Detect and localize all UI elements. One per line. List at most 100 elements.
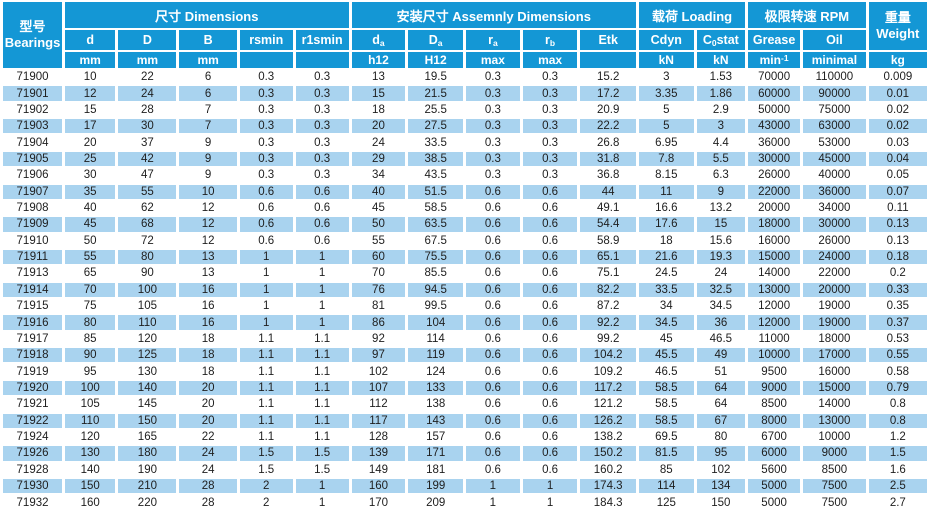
col-header-d: d — [65, 30, 116, 50]
cell: 19000 — [803, 299, 866, 314]
cell: 104 — [408, 315, 463, 330]
cell: 92 — [351, 331, 406, 347]
cell: 0.6 — [465, 217, 520, 232]
cell: 1.5 — [295, 446, 349, 461]
cell: 75 — [65, 299, 116, 314]
cell: 22000 — [803, 266, 866, 281]
cell: 76 — [351, 282, 406, 298]
bearing-model: 71914 — [3, 282, 63, 298]
cell: 33.5 — [408, 135, 463, 150]
cell: 1 — [239, 282, 293, 298]
cell: 20 — [179, 397, 237, 412]
cell: 9 — [696, 184, 746, 199]
cell: 58.5 — [638, 413, 694, 428]
cell: 1.2 — [868, 429, 927, 445]
cell: 2.5 — [868, 478, 927, 494]
cell: 31.8 — [580, 151, 636, 167]
unit-etk — [580, 52, 636, 68]
cell: 9000 — [803, 446, 866, 461]
cell: 18 — [638, 233, 694, 248]
table-row: 71907 35 55 10 0.6 0.6 40 51.5 0.6 0.6 44 11 9 22000 3… — [3, 184, 927, 199]
cell: 60 — [351, 249, 406, 265]
cell: 18 — [179, 331, 237, 347]
cell: 199 — [408, 478, 463, 494]
cell: 0.6 — [522, 184, 578, 199]
cell: 0.6 — [522, 380, 578, 396]
cell: 0.35 — [868, 299, 927, 314]
cell: 45 — [351, 200, 406, 216]
cell: 3 — [696, 119, 746, 134]
cell: 0.6 — [522, 462, 578, 477]
cell: 11000 — [748, 331, 801, 347]
col-header-rb: rb — [522, 30, 578, 50]
cell: 0.6 — [522, 364, 578, 379]
cell: 110 — [118, 315, 177, 330]
cell: 90000 — [803, 86, 866, 101]
cell: 0.3 — [522, 151, 578, 167]
cell: 1.1 — [295, 348, 349, 363]
cell: 2 — [239, 478, 293, 494]
cell: 49 — [696, 348, 746, 363]
cell: 67.5 — [408, 233, 463, 248]
cell: 0.3 — [239, 135, 293, 150]
cell: 40 — [351, 184, 406, 199]
cell: 46.5 — [638, 364, 694, 379]
cell: 160 — [351, 478, 406, 494]
cell: 68 — [118, 217, 177, 232]
col-header-B: B — [179, 30, 237, 50]
cell: 0.37 — [868, 315, 927, 330]
cell: 80 — [65, 315, 116, 330]
cell: 150 — [65, 478, 116, 494]
cell: 8000 — [748, 413, 801, 428]
cell: 30000 — [803, 217, 866, 232]
cell: 1.1 — [295, 364, 349, 379]
cell: 12 — [179, 200, 237, 216]
cell: 5000 — [748, 495, 801, 510]
cell: 90 — [65, 348, 116, 363]
bearing-model: 71924 — [3, 429, 63, 445]
cell: 40 — [65, 200, 116, 216]
cell: 150 — [118, 413, 177, 428]
cell: 5 — [638, 119, 694, 134]
weight-label-en: Weight — [876, 26, 920, 41]
cell: 1 — [239, 266, 293, 281]
cell: 0.8 — [868, 413, 927, 428]
cell: 12 — [179, 217, 237, 232]
cell: 6 — [179, 70, 237, 85]
cell: 47 — [118, 168, 177, 183]
cell: 70 — [351, 266, 406, 281]
cell: 0.79 — [868, 380, 927, 396]
cell: 0.11 — [868, 200, 927, 216]
bearing-model: 71910 — [3, 233, 63, 248]
cell: 110 — [65, 413, 116, 428]
cell: 18 — [179, 364, 237, 379]
cell: 60000 — [748, 86, 801, 101]
cell: 6 — [179, 86, 237, 101]
cell: 0.6 — [295, 184, 349, 199]
cell: 138.2 — [580, 429, 636, 445]
cell: 45 — [638, 331, 694, 347]
bearing-model: 71915 — [3, 299, 63, 314]
cell: 63000 — [803, 119, 866, 134]
bearing-model: 71909 — [3, 217, 63, 232]
cell: 0.02 — [868, 102, 927, 118]
cell: 80 — [696, 429, 746, 445]
col-header-ra: ra — [465, 30, 520, 50]
cell: 14000 — [748, 266, 801, 281]
cell: 45 — [65, 217, 116, 232]
cell: 90 — [118, 266, 177, 281]
col-header-cdyn: Cdyn — [638, 30, 694, 50]
cell: 15000 — [748, 249, 801, 265]
cell: 55 — [65, 249, 116, 265]
cell: 11 — [638, 184, 694, 199]
cell: 128 — [351, 429, 406, 445]
cell: 114 — [638, 478, 694, 494]
bearing-model: 71904 — [3, 135, 63, 150]
unit-ra: max — [465, 52, 520, 68]
cell: 0.6 — [465, 299, 520, 314]
cell: 0.6 — [465, 446, 520, 461]
cell: 19000 — [803, 315, 866, 330]
table-row: 71930 150 210 28 2 1 160 199 1 1 174.3 114 134 5000 75… — [3, 478, 927, 494]
unit-r1smin — [295, 52, 349, 68]
unit-rb: max — [522, 52, 578, 68]
